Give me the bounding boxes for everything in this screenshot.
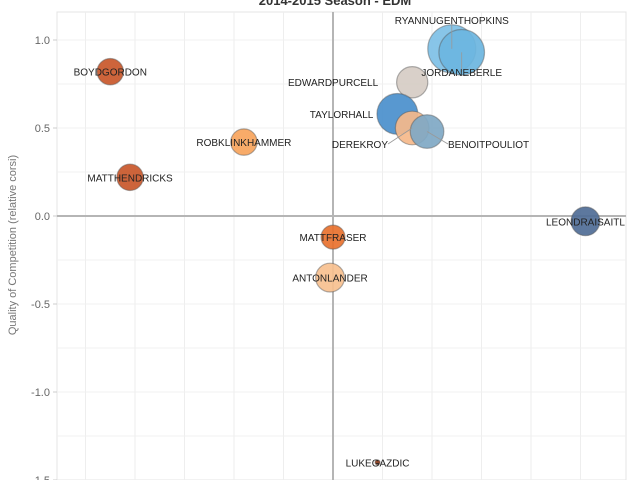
label-boydgordon: BOYDGORDON <box>74 68 147 79</box>
chart-title: 2014-2015 Season - EDM <box>259 0 411 8</box>
bubble-matthendricks <box>116 163 144 192</box>
label-leondraisaitl: LEONDRAISAITL <box>546 217 625 228</box>
leader-derekroy <box>387 127 413 145</box>
label-edwardpurcell: EDWARDPURCELL <box>288 78 379 89</box>
label-matthendricks: MATTHENDRICKS <box>87 173 173 184</box>
bubble-lukegazdic <box>374 459 381 466</box>
label-lukegazdic: LUKEGAZDIC <box>346 458 410 469</box>
point-labels: BOYDGORDON MATTHENDRICKS ROBKLINKHAMMER MAT… <box>74 16 626 469</box>
label-leader-lines <box>387 20 463 145</box>
bubble-robklinkhammer <box>230 128 258 156</box>
y-tick-label: 1.0 <box>35 35 50 47</box>
y-tick-label: 0.5 <box>35 123 50 135</box>
label-ryannugenthopkins: RYANNUGENTHOPKINS <box>395 16 509 27</box>
label-derekroy: DEREKROY <box>332 140 388 151</box>
y-tick-label: -1.5 <box>31 475 50 480</box>
y-tick-label: 0.0 <box>35 211 50 223</box>
label-benoitpouliot: BENOITPOULIOT <box>448 140 529 151</box>
label-antonlander: ANTONLANDER <box>292 274 367 285</box>
y-axis-label: Quality of Competition (relative corsi) <box>7 155 19 335</box>
label-taylorhall: TAYLORHALL <box>310 110 374 121</box>
y-ticks: 1.0 0.5 0.0 -0.5 -1.0 -1.5 <box>31 35 57 480</box>
grid <box>56 11 627 480</box>
y-tick-label: -0.5 <box>31 299 50 311</box>
leader-benoitpouliot <box>426 131 449 145</box>
bubble-mattfraser <box>320 224 346 250</box>
y-tick-label: -1.0 <box>31 387 50 399</box>
label-mattfraser: MATTFRASER <box>299 233 366 244</box>
bubble-edwardpurcell <box>396 66 429 99</box>
bubble-leondraisaitl <box>570 206 601 237</box>
label-robklinkhammer: ROBKLINKHAMMER <box>196 138 291 149</box>
bubble-antonlander <box>315 262 346 293</box>
label-jordaneberle: JORDANEBERLE <box>421 68 502 79</box>
bubble-boydgordon <box>96 57 125 86</box>
